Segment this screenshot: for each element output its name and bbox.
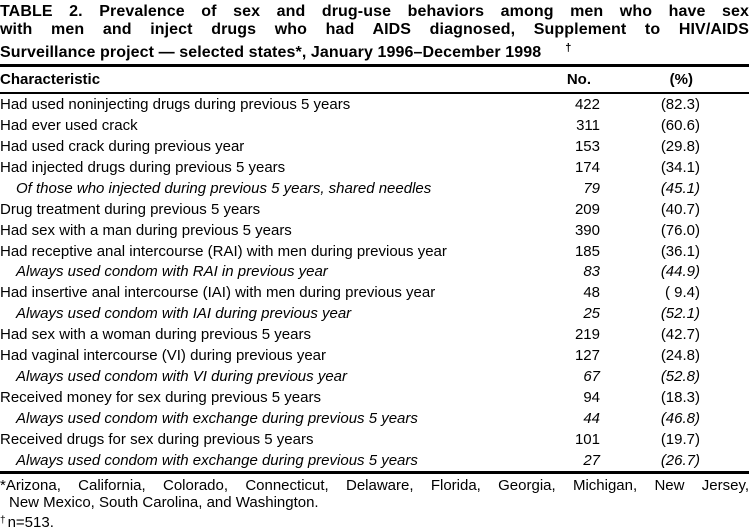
row-pct: (45.1) [660,179,700,197]
header-characteristic: Characteristic [0,71,101,88]
table-row: Had sex with a woman during previous 5 y… [0,324,749,345]
row-label: Always used condom with VI during previo… [16,368,347,386]
table-subrow: Of those who injected during previous 5 … [0,178,749,199]
table-title-line-2: with men and inject drugs who had AIDS d… [0,21,749,38]
row-pct: (44.9) [660,263,700,281]
row-no: 219 [574,326,600,344]
bottom-rule [0,470,749,474]
row-pct: ( 9.4) [664,284,700,302]
row-pct: (18.3) [660,389,700,407]
table-title-line-3: Surveillance project — selected states*,… [0,39,749,62]
row-label: Had used noninjecting drugs during previ… [0,95,351,113]
row-no: 185 [574,242,600,260]
row-no: 83 [583,263,600,281]
row-label: Always used condom with IAI during previ… [16,305,352,323]
header-pct: (%) [669,71,693,88]
row-label: Had injected drugs during previous 5 yea… [0,158,286,176]
row-no: 153 [574,137,600,155]
row-no: 25 [583,305,600,323]
row-label: Drug treatment during previous 5 years [0,200,261,218]
table-row: Received drugs for sex during previous 5… [0,429,749,450]
row-pct: (60.6) [660,116,700,134]
row-no: 67 [583,368,600,386]
table-row: Drug treatment during previous 5 years 2… [0,199,749,220]
table-row: Had ever used crack 311 (60.6) [0,115,749,136]
table-title-line-1: TABLE 2. Prevalence of sex and drug-use … [0,3,749,20]
table-row: Had used noninjecting drugs during previ… [0,94,749,115]
header-no: No. [566,71,591,88]
row-label: Received money for sex during previous 5… [0,389,321,407]
footnote-n-text: n=513. [7,513,54,531]
row-pct: (19.7) [660,430,700,448]
row-pct: (26.7) [660,451,700,469]
row-no: 127 [574,347,600,365]
row-label: Had sex with a man during previous 5 yea… [0,221,292,239]
row-pct: (82.3) [660,95,700,113]
row-no: 48 [583,284,600,302]
title-dagger-marker: † [565,42,572,54]
footnote-states-marker: * [0,476,6,494]
row-pct: (29.8) [660,137,700,155]
row-pct: (34.1) [660,158,700,176]
row-pct: (36.1) [660,242,700,260]
row-no: 311 [576,116,600,134]
footnote-n-dagger-marker: † [0,514,6,526]
table-subrow: Always used condom with exchange during … [0,450,749,471]
row-no: 209 [574,200,600,218]
footnote-states-text-1: Arizona, California, Colorado, Connectic… [5,476,749,494]
footnote-states-line-2: New Mexico, South Carolina, and Washingt… [9,494,319,512]
row-no: 174 [574,158,600,176]
row-label: Always used condom with exchange during … [16,410,418,428]
footnotes: *Arizona, California, Colorado, Connecti… [0,474,749,531]
row-no: 27 [583,451,600,469]
table-subrow: Always used condom with exchange during … [0,408,749,429]
row-pct: (42.7) [660,326,700,344]
row-no: 101 [574,430,600,448]
table-row: Had receptive anal intercourse (RAI) wit… [0,241,749,262]
row-no: 79 [583,179,600,197]
row-label: Had sex with a woman during previous 5 y… [0,326,311,344]
row-label: Had ever used crack [0,116,138,134]
row-label: Received drugs for sex during previous 5… [0,430,314,448]
row-pct: (52.8) [660,368,700,386]
table-row: Had sex with a man during previous 5 yea… [0,220,749,241]
row-label: Had insertive anal intercourse (IAI) wit… [0,284,436,302]
row-no: 390 [574,221,600,239]
top-rule [0,64,749,67]
table-subrow: Always used condom with VI during previo… [0,366,749,387]
row-no: 94 [583,389,600,407]
row-label: Always used condom with exchange during … [16,451,418,469]
row-pct: (52.1) [660,305,700,323]
row-label: Of those who injected during previous 5 … [16,179,432,197]
row-label: Had used crack during previous year [0,137,245,155]
table-row: Had used crack during previous year 153 … [0,136,749,157]
table-row: Had vaginal intercourse (VI) during prev… [0,345,749,366]
table-body: Had used noninjecting drugs during previ… [0,94,749,471]
table-row: Received money for sex during previous 5… [0,387,749,408]
footnote-states-line-1: *Arizona, California, Colorado, Connecti… [0,477,749,495]
table-title-line-3-text: Surveillance project — selected states*,… [0,44,542,61]
row-label: Had vaginal intercourse (VI) during prev… [0,347,326,365]
row-pct: (24.8) [660,347,700,365]
table-subrow: Always used condom with RAI in previous … [0,262,749,283]
table-title: TABLE 2. Prevalence of sex and drug-use … [0,0,749,62]
row-no: 422 [574,95,600,113]
row-pct: (40.7) [660,200,700,218]
table-row: Had injected drugs during previous 5 yea… [0,157,749,178]
row-label: Always used condom with RAI in previous … [16,263,328,281]
row-no: 44 [583,410,600,428]
table-row: Had insertive anal intercourse (IAI) wit… [0,282,749,303]
row-pct: (46.8) [660,410,700,428]
footnote-n: † n=513. [0,512,749,531]
row-pct: (76.0) [660,221,700,239]
row-label: Had receptive anal intercourse (RAI) wit… [0,242,447,260]
table-subrow: Always used condom with IAI during previ… [0,303,749,324]
table-header-row: Characteristic No. (%) [0,67,749,94]
